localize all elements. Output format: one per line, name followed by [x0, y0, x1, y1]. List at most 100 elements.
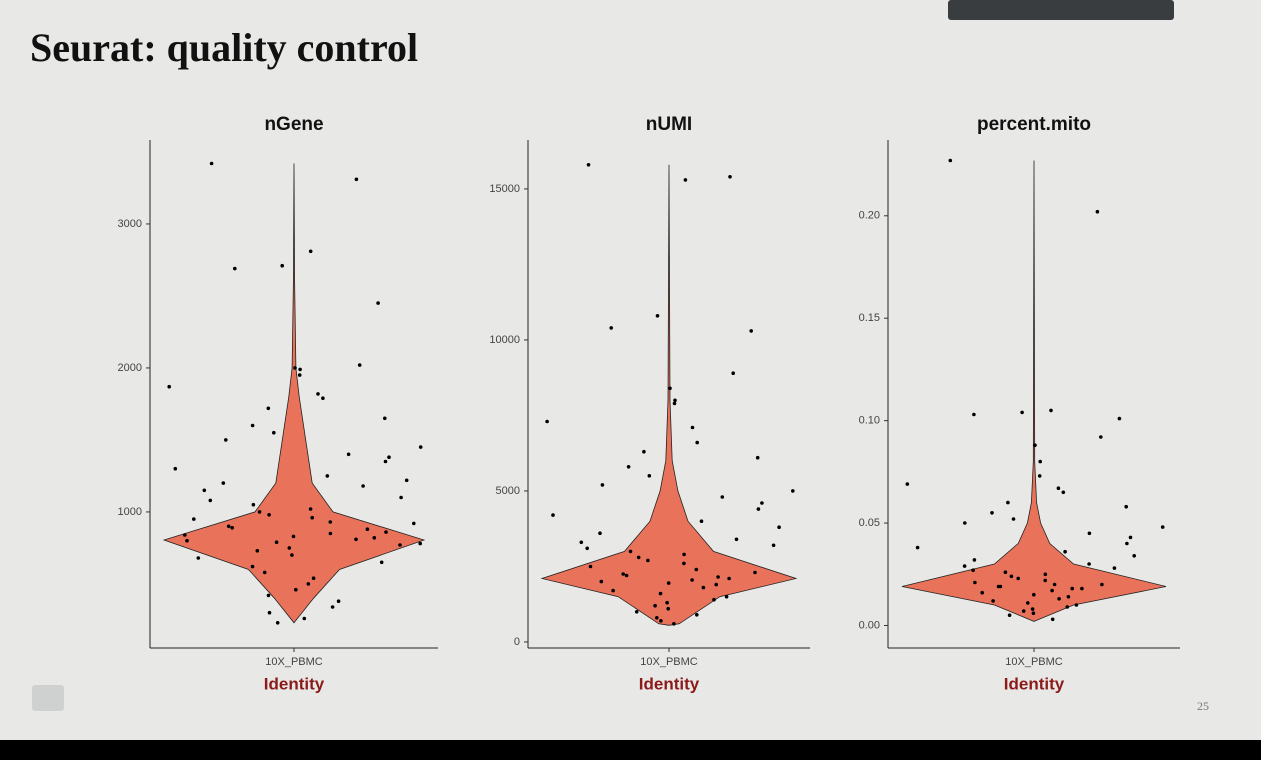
data-point	[551, 513, 555, 517]
data-point	[1132, 554, 1136, 558]
data-point	[1080, 586, 1084, 591]
data-point	[972, 412, 976, 417]
data-point	[275, 621, 280, 625]
data-point	[1043, 578, 1047, 583]
y-tick-label: 15000	[489, 183, 520, 195]
data-point	[1031, 611, 1036, 615]
x-tick-label: 10X_PBMC	[265, 656, 323, 668]
data-point	[209, 161, 214, 166]
data-point	[280, 263, 285, 268]
y-tick-label: 0	[514, 636, 520, 648]
data-point	[1006, 500, 1010, 505]
data-point	[398, 543, 402, 547]
data-point	[731, 371, 735, 376]
data-point	[755, 455, 760, 460]
data-point	[183, 533, 187, 537]
data-point	[672, 622, 676, 626]
menu-button[interactable]	[32, 685, 64, 711]
data-point	[971, 568, 975, 572]
data-point	[1065, 605, 1069, 609]
data-point	[1050, 588, 1054, 593]
data-point	[1066, 595, 1071, 599]
data-point	[980, 590, 984, 595]
violin	[901, 160, 1167, 622]
page-number: 25	[1197, 699, 1209, 713]
data-point	[267, 610, 272, 615]
data-point	[690, 425, 695, 430]
data-point	[290, 553, 294, 557]
data-point	[379, 560, 384, 565]
data-point	[665, 600, 669, 605]
data-point	[399, 495, 403, 500]
data-point	[682, 552, 686, 557]
data-point	[962, 564, 967, 568]
data-point	[1050, 617, 1055, 622]
data-point	[224, 438, 228, 442]
data-point	[749, 329, 753, 333]
data-point	[1061, 490, 1066, 495]
data-point	[998, 584, 1003, 589]
data-point	[1128, 535, 1133, 540]
data-point	[658, 591, 663, 596]
data-point	[365, 527, 370, 531]
data-point	[221, 481, 226, 485]
slide-background	[0, 0, 1261, 740]
data-point	[701, 585, 706, 590]
data-point	[387, 455, 391, 460]
data-point	[297, 373, 302, 377]
data-point	[1003, 570, 1008, 574]
data-point	[208, 498, 213, 503]
data-point	[728, 175, 732, 179]
data-point	[1160, 525, 1165, 529]
data-point	[404, 478, 409, 483]
data-point	[202, 488, 207, 493]
data-point	[266, 406, 271, 411]
data-point	[357, 363, 362, 367]
data-point	[167, 384, 171, 389]
data-point	[1038, 459, 1042, 464]
data-point	[250, 423, 255, 428]
data-point	[1074, 603, 1079, 607]
x-axis-label: Identity	[264, 674, 325, 693]
data-point	[384, 530, 388, 534]
data-point	[250, 564, 255, 569]
x-tick-label: 10X_PBMC	[640, 656, 698, 668]
data-point	[600, 483, 605, 487]
data-point	[990, 511, 994, 515]
x-tick-label: 10X_PBMC	[1005, 656, 1063, 668]
data-point	[372, 536, 377, 540]
data-point	[1016, 576, 1020, 581]
chart-title: nUMI	[646, 114, 692, 135]
slide-title: Seurat: quality control	[30, 25, 418, 70]
data-point	[1032, 592, 1036, 597]
data-point	[1030, 607, 1035, 611]
data-point	[915, 545, 920, 550]
data-point	[266, 593, 271, 598]
y-tick-label: 5000	[496, 485, 520, 497]
bottom-bar	[0, 740, 1261, 760]
data-point	[659, 619, 663, 623]
data-point	[1124, 504, 1128, 509]
y-tick-label: 3000	[118, 218, 142, 230]
data-point	[272, 430, 276, 435]
data-point	[361, 484, 365, 488]
data-point	[699, 519, 704, 523]
data-point	[695, 440, 699, 445]
data-point	[963, 521, 967, 525]
data-point	[346, 452, 351, 457]
y-tick-label: 0.05	[859, 517, 880, 529]
data-point	[274, 540, 279, 544]
data-point	[1037, 474, 1042, 478]
data-point	[672, 401, 677, 406]
data-point	[668, 386, 672, 391]
data-point	[724, 594, 729, 599]
violin	[540, 164, 798, 626]
data-point	[695, 613, 699, 617]
data-point	[328, 531, 333, 536]
data-point	[412, 521, 416, 526]
data-point	[302, 616, 307, 621]
data-point	[1021, 609, 1026, 613]
data-point	[316, 392, 320, 396]
data-point	[383, 416, 387, 421]
